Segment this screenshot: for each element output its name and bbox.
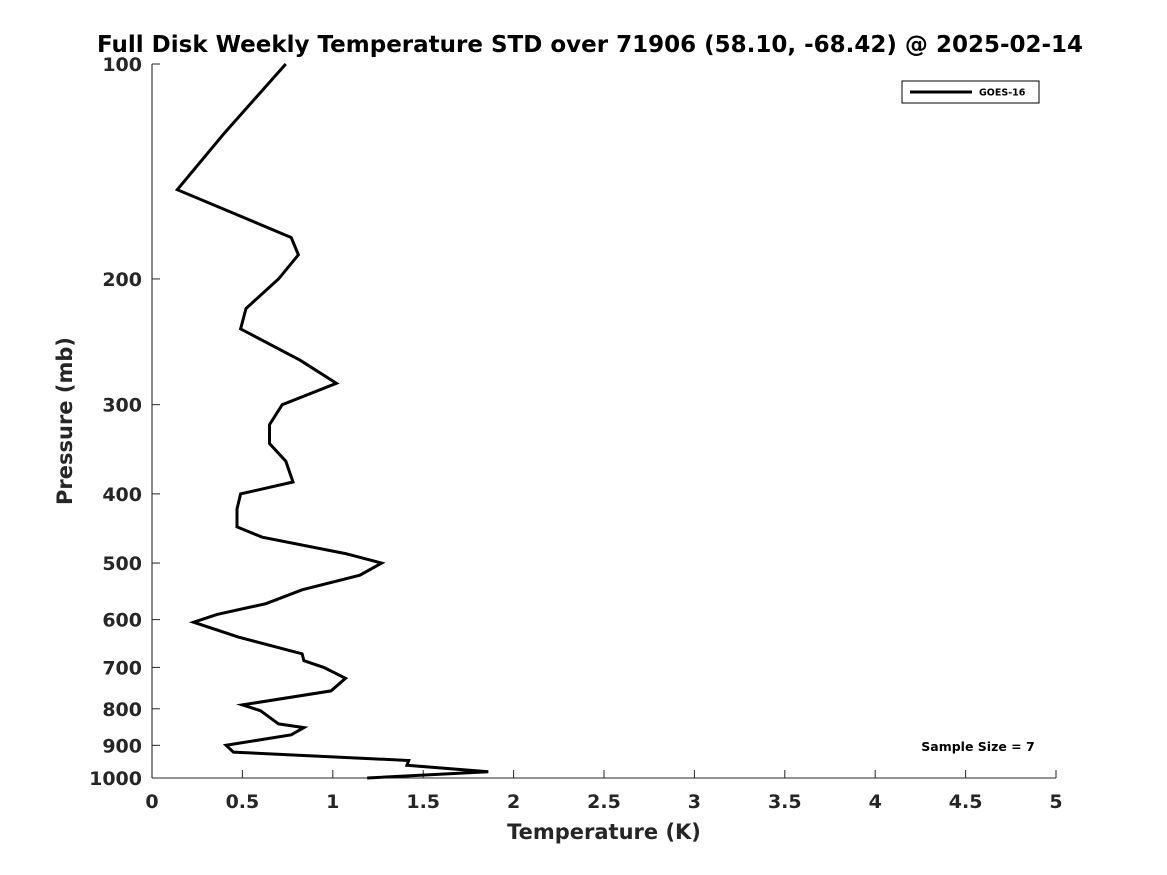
y-tick-label: 800 <box>102 699 142 721</box>
legend: GOES-16 <box>901 80 1040 104</box>
chart-title: Full Disk Weekly Temperature STD over 71… <box>97 32 1083 58</box>
x-tick-label: 1 <box>326 791 339 813</box>
x-tick-label: 1.5 <box>406 791 440 813</box>
x-axis-label: Temperature (K) <box>507 820 701 844</box>
x-tick-label: 4 <box>869 791 882 813</box>
y-tick-label: 1000 <box>89 768 142 790</box>
x-tick-label: 2.5 <box>587 791 621 813</box>
sample-size-annotation: Sample Size = 7 <box>921 739 1034 754</box>
x-tick-label: 2 <box>507 791 520 813</box>
y-tick-label: 300 <box>102 395 142 417</box>
x-tick-label: 5 <box>1049 791 1062 813</box>
legend-label: GOES-16 <box>979 88 1026 99</box>
y-tick-label: 600 <box>102 610 142 632</box>
series-line-goes-16 <box>174 63 489 780</box>
y-tick-label: 500 <box>102 553 142 575</box>
x-tick-label: 4.5 <box>949 791 983 813</box>
x-tick-label: 3.5 <box>768 791 802 813</box>
y-tick-label: 700 <box>102 657 142 679</box>
series-group <box>174 63 489 780</box>
axes: 0 0.5 1 1.5 2 2.5 3 3.5 4 4.5 5 100 200 300 400 500 600 7… <box>89 54 1063 813</box>
y-tick-label: 900 <box>102 735 142 757</box>
x-tick-label: 0.5 <box>226 791 260 813</box>
x-tick-label: 3 <box>688 791 701 813</box>
y-tick-label: 100 <box>102 54 142 76</box>
y-axis-label: Pressure (mb) <box>53 337 77 505</box>
y-tick-label: 400 <box>102 484 142 506</box>
x-tick-label: 0 <box>145 791 158 813</box>
y-tick-label: 200 <box>102 269 142 291</box>
